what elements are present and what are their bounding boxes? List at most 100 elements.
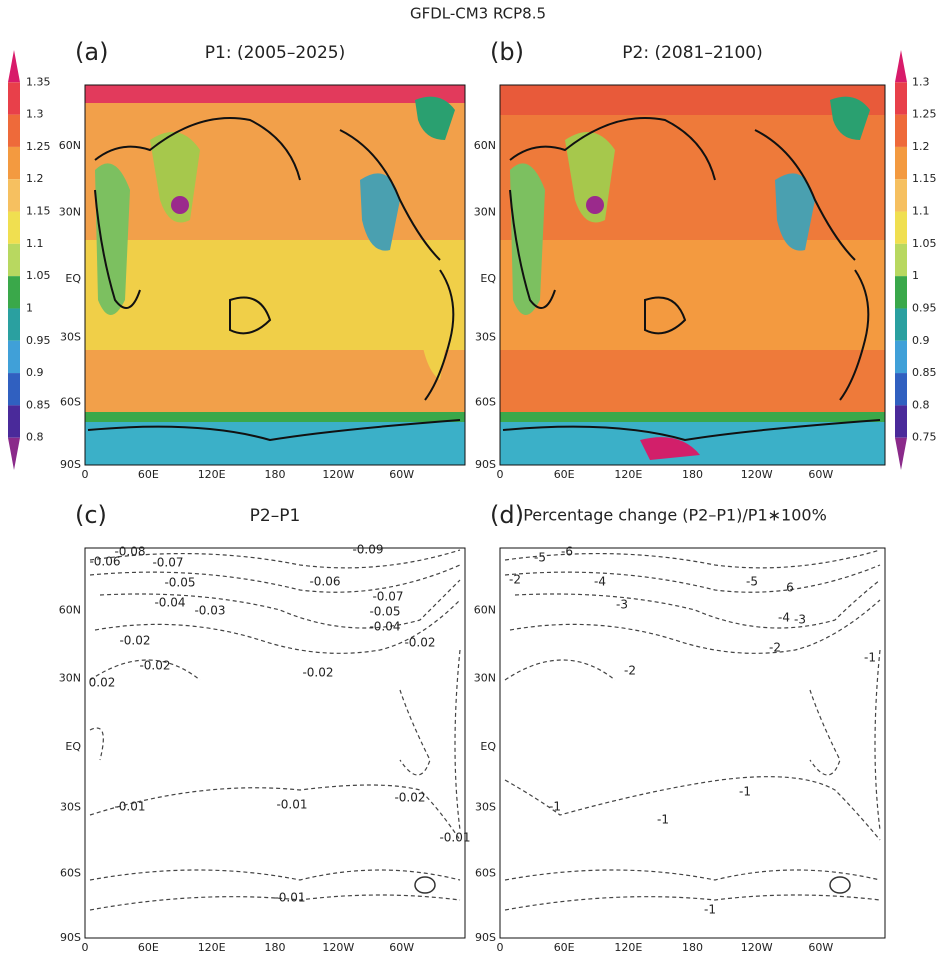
- contour-label: -0.04: [154, 596, 185, 610]
- colorbar-segment: [8, 276, 20, 309]
- panel-title: P2–P1: [250, 506, 301, 526]
- panel-title: P1: (2005–2025): [205, 43, 346, 63]
- colorbar-segment: [8, 405, 20, 438]
- colorbar-label: 1.25: [26, 140, 51, 153]
- y-tick-label: 90S: [60, 931, 81, 944]
- x-tick-label: 180: [265, 941, 286, 951]
- colorbar-label: 1.35: [26, 75, 51, 88]
- y-tick-label: 60S: [60, 867, 81, 880]
- colorbar-segment: [8, 179, 20, 212]
- x-tick-label: 0: [82, 468, 89, 481]
- colorbar-tip: [8, 50, 20, 83]
- colorbar-segment: [8, 308, 20, 341]
- contour-label: -1: [704, 903, 716, 917]
- contour-label: -0.06: [89, 555, 120, 569]
- colorbar-label: 1.1: [26, 237, 44, 250]
- colorbar-tip: [895, 50, 907, 83]
- colorbar-segment: [895, 308, 907, 341]
- contour-label: -0.05: [164, 576, 195, 590]
- contour-label: -1: [549, 800, 561, 814]
- colorbar-label: 0.9: [912, 334, 930, 347]
- contour-label: -2: [769, 641, 781, 655]
- x-tick-label: 120W: [322, 941, 354, 951]
- x-tick-label: 60E: [138, 941, 159, 951]
- x-tick-label: 60W: [389, 941, 414, 951]
- contour-label: -0.02: [404, 636, 435, 650]
- colorbar-label: 0.8: [26, 431, 44, 444]
- contour-label: -5: [534, 551, 546, 565]
- y-tick-label: 30N: [59, 672, 81, 685]
- frame: [84, 547, 466, 939]
- contour-label: -0.08: [114, 545, 145, 559]
- colorbar-segment: [8, 82, 20, 115]
- map-b: [500, 85, 885, 465]
- y-tick-label: EQ: [480, 740, 496, 753]
- colorbar-segment: [8, 373, 20, 406]
- y-tick-label: EQ: [65, 272, 81, 285]
- colorbar-label: 0.8: [912, 398, 930, 411]
- panel-title: Percentage change (P2–P1)/P1∗100%: [523, 506, 827, 525]
- panel-title: P2: (2081–2100): [622, 43, 763, 63]
- colorbar-label: 0.75: [912, 431, 937, 444]
- contour-label: -6: [561, 545, 573, 559]
- colorbar-segment: [895, 405, 907, 438]
- contours-d: [504, 549, 881, 911]
- contour-label: -3: [616, 598, 628, 612]
- colorbar-label: 1.2: [26, 172, 44, 185]
- colorbar-segment: [895, 179, 907, 212]
- x-tick-label: 60E: [554, 468, 575, 481]
- contour-label: -0.03: [194, 604, 225, 618]
- colorbar-label: 1.3: [912, 75, 930, 88]
- contour-label: -0.01: [276, 798, 307, 812]
- colorbar-label: 1.15: [912, 172, 937, 185]
- contour-label: -3: [794, 613, 806, 627]
- x-tick-label: 120E: [614, 941, 642, 951]
- x-tick-label: 120E: [198, 941, 226, 951]
- x-tick-label: 60E: [138, 468, 159, 481]
- x-tick-label: 60E: [554, 941, 575, 951]
- x-tick-label: 120E: [614, 468, 642, 481]
- y-tick-label: 60N: [59, 603, 81, 616]
- colorbar-label: 0.95: [26, 334, 51, 347]
- contour-label: -0.02: [139, 659, 170, 673]
- y-tick-label: 30N: [474, 672, 496, 685]
- y-tick-label: 60S: [60, 395, 81, 408]
- contour-label: -2: [624, 664, 636, 678]
- contour-label: -0.06: [309, 575, 340, 589]
- colorbar-tip: [895, 437, 907, 470]
- colorbar-label: 1.15: [26, 205, 51, 218]
- y-tick-label: 90S: [475, 458, 496, 471]
- colorbar-segment: [895, 243, 907, 277]
- figure-title: GFDL-CM3 RCP8.5: [410, 5, 546, 23]
- colorbar-segment: [895, 82, 907, 115]
- panel-label: (b): [490, 38, 524, 66]
- contour-label: -0.04: [369, 620, 400, 634]
- map-a: [85, 85, 465, 465]
- colorbar-segment: [8, 114, 20, 147]
- colorbar-segment: [8, 243, 20, 277]
- colorbar-segment: [8, 146, 20, 180]
- contour-label: -0.01: [114, 800, 145, 814]
- y-tick-label: 30S: [60, 331, 81, 344]
- contour-label: 0.02: [89, 676, 116, 690]
- colorbar-label: 1.2: [912, 140, 930, 153]
- colorbar-label: 1.3: [26, 108, 44, 121]
- colorbar-segment: [895, 114, 907, 147]
- colorbar-segment: [895, 340, 907, 374]
- y-tick-label: 60N: [59, 139, 81, 152]
- colorbar-segment: [8, 340, 20, 374]
- y-tick-label: 30N: [59, 205, 81, 218]
- colorbar-segment: [895, 276, 907, 309]
- x-tick-label: 180: [265, 468, 286, 481]
- colorbar-label: 0.9: [26, 366, 44, 379]
- colorbar-label: 0.85: [912, 366, 937, 379]
- contour-label: -0.02: [394, 791, 425, 805]
- colorbar-label: 1.1: [912, 205, 930, 218]
- y-tick-label: 30S: [475, 331, 496, 344]
- contour-label: -1: [739, 785, 751, 799]
- panel-label: (d): [490, 501, 524, 529]
- contour-label: -0.02: [302, 666, 333, 680]
- x-tick-label: 0: [497, 941, 504, 951]
- y-tick-label: 60S: [475, 395, 496, 408]
